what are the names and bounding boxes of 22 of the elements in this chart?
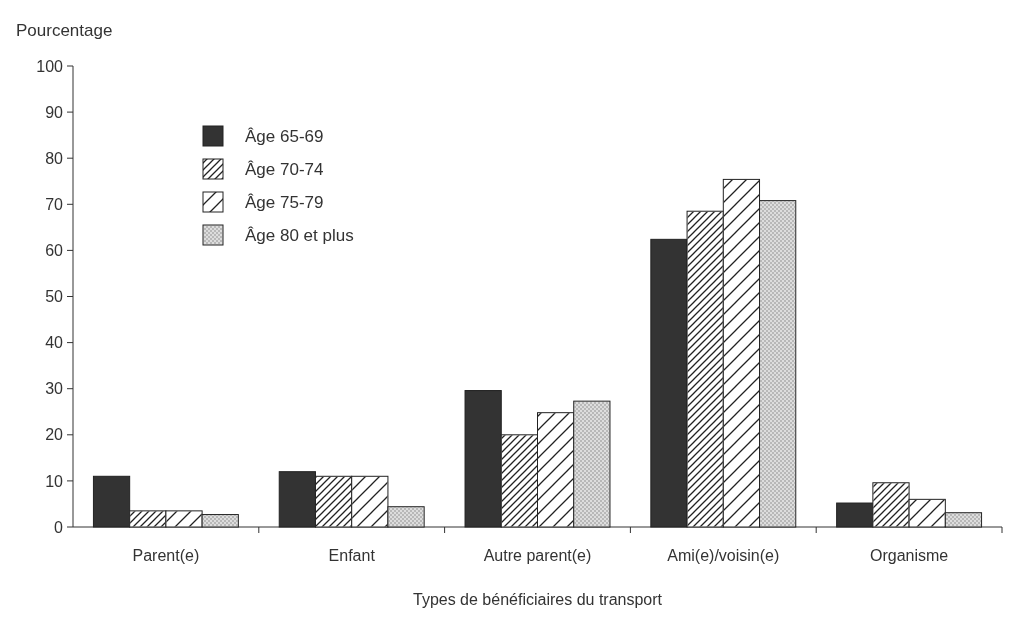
y-tick-label: 0 bbox=[54, 518, 64, 536]
y-tick-label: 70 bbox=[45, 195, 64, 213]
y-axis-title: Pourcentage bbox=[16, 21, 113, 40]
x-tick-label: Organisme bbox=[869, 547, 949, 564]
y-tick-label: 30 bbox=[45, 380, 64, 398]
x-tick-label: Ami(e)/voisin(e) bbox=[667, 547, 780, 564]
x-tick-label: Parent(e) bbox=[132, 547, 200, 564]
legend-label: Âge 70-74 bbox=[245, 159, 324, 179]
x-axis-title: Types de bénéficiaires du transport bbox=[412, 591, 663, 608]
legend-label: Âge 65-69 bbox=[245, 126, 324, 146]
y-tick-label: 60 bbox=[45, 242, 64, 259]
y-tick-label: 80 bbox=[45, 149, 64, 167]
legend-label: Âge 75-79 bbox=[245, 192, 324, 212]
y-tick-label: 90 bbox=[45, 103, 64, 121]
y-tick-label: 50 bbox=[45, 288, 64, 306]
y-tick-label: 10 bbox=[45, 472, 64, 490]
y-tick-label: 40 bbox=[45, 334, 64, 352]
legend-label: Âge 80 et plus bbox=[245, 225, 354, 245]
x-tick-label: Enfant bbox=[328, 547, 376, 564]
y-tick-label: 100 bbox=[36, 57, 64, 75]
x-tick-label: Autre parent(e) bbox=[483, 547, 592, 564]
y-tick-label: 20 bbox=[45, 426, 64, 444]
